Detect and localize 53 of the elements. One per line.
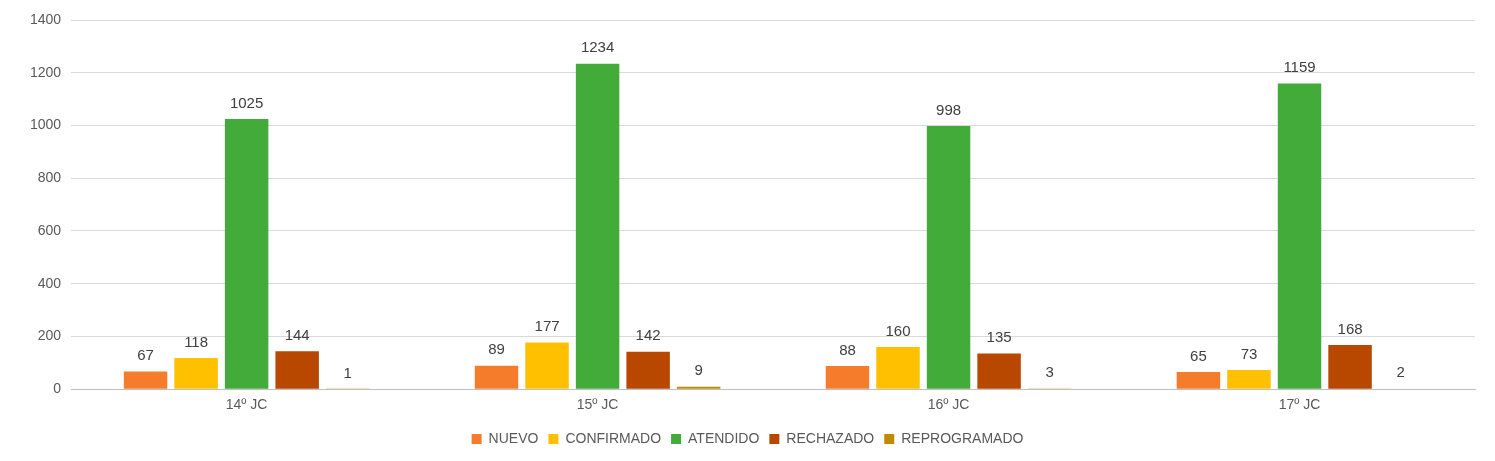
bar bbox=[1176, 372, 1221, 389]
data-label: 135 bbox=[986, 328, 1012, 346]
y-tick-label: 200 bbox=[37, 327, 62, 344]
data-label: 3 bbox=[1045, 363, 1054, 381]
bar bbox=[926, 126, 971, 389]
legend-label: ATENDIDO bbox=[688, 429, 760, 446]
x-tick-label: 14º JC bbox=[225, 396, 268, 413]
y-tick-label: 400 bbox=[37, 274, 62, 291]
data-label: 118 bbox=[184, 332, 209, 350]
bar bbox=[525, 342, 569, 389]
x-tick-label: 16º JC bbox=[927, 396, 970, 413]
bar bbox=[1227, 369, 1271, 389]
bar bbox=[825, 365, 870, 389]
data-label: 177 bbox=[534, 317, 560, 335]
legend-label: RECHAZADO bbox=[786, 429, 875, 446]
x-tick-label: 15º JC bbox=[576, 396, 619, 413]
data-label: 160 bbox=[885, 321, 911, 339]
legend-label: CONFIRMADO bbox=[565, 429, 662, 446]
bar bbox=[275, 351, 319, 389]
y-tick-label: 0 bbox=[53, 380, 62, 397]
bar bbox=[123, 371, 168, 389]
data-label: 73 bbox=[1240, 344, 1258, 362]
y-tick-label: 1400 bbox=[29, 10, 62, 27]
bar bbox=[1328, 344, 1372, 389]
legend-label: NUEVO bbox=[488, 429, 539, 446]
data-label: 2 bbox=[1396, 363, 1405, 381]
x-tick-label: 17º JC bbox=[1278, 396, 1321, 413]
bar bbox=[224, 118, 269, 389]
data-label: 998 bbox=[936, 100, 962, 118]
data-label: 168 bbox=[1337, 319, 1363, 337]
bar bbox=[876, 347, 920, 389]
y-tick-label: 600 bbox=[37, 221, 62, 238]
data-label: 88 bbox=[839, 340, 856, 358]
data-label: 65 bbox=[1190, 346, 1207, 364]
data-label: 144 bbox=[284, 325, 310, 343]
data-label: 142 bbox=[635, 326, 661, 344]
y-tick-label: 800 bbox=[37, 169, 62, 186]
bar bbox=[474, 365, 519, 389]
bar bbox=[626, 351, 670, 389]
bar bbox=[174, 358, 218, 389]
bar bbox=[575, 63, 620, 389]
y-tick-label: 1000 bbox=[29, 116, 62, 133]
bar bbox=[977, 353, 1021, 389]
data-label: 67 bbox=[137, 346, 154, 364]
legend-label: REPROGRAMADO bbox=[901, 429, 1024, 446]
data-label: 9 bbox=[694, 361, 703, 379]
y-tick-label: 1200 bbox=[29, 63, 62, 80]
data-label: 1159 bbox=[1283, 58, 1316, 76]
data-label: 89 bbox=[488, 340, 505, 358]
data-label: 1 bbox=[343, 363, 352, 381]
data-label: 1025 bbox=[229, 93, 264, 111]
bar bbox=[1277, 83, 1322, 389]
data-label: 1234 bbox=[580, 38, 615, 56]
